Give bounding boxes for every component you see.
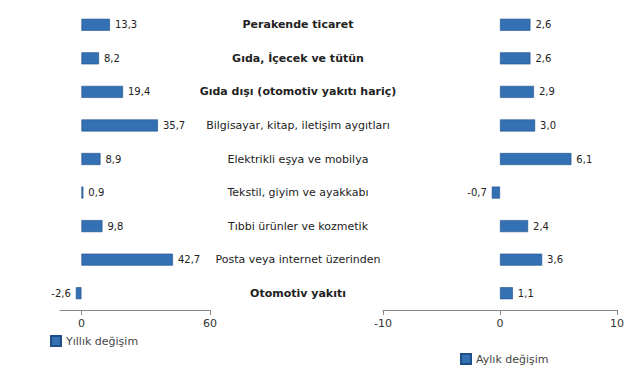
svg-text:Otomotiv yakıtı: Otomotiv yakıtı: [250, 287, 346, 300]
svg-text:-2,6: -2,6: [51, 288, 71, 299]
svg-text:Perakende ticaret: Perakende ticaret: [243, 18, 354, 31]
svg-text:-10: -10: [374, 317, 392, 330]
svg-text:6,1: 6,1: [576, 154, 592, 165]
svg-text:0: 0: [78, 317, 85, 330]
svg-text:19,4: 19,4: [128, 86, 150, 97]
svg-text:42,7: 42,7: [178, 254, 200, 265]
svg-text:0,9: 0,9: [88, 187, 104, 198]
svg-text:3,0: 3,0: [540, 120, 556, 131]
svg-text:Yıllık değişim: Yıllık değişim: [65, 335, 138, 348]
svg-text:13,3: 13,3: [115, 19, 137, 30]
svg-text:8,9: 8,9: [106, 154, 122, 165]
svg-text:2,6: 2,6: [535, 53, 551, 64]
svg-text:9,8: 9,8: [107, 221, 123, 232]
svg-text:60: 60: [203, 317, 217, 330]
svg-text:8,2: 8,2: [104, 53, 120, 64]
svg-text:Posta veya internet üzerinden: Posta veya internet üzerinden: [215, 253, 380, 266]
svg-text:0: 0: [497, 317, 504, 330]
svg-text:Tekstil, giyim ve ayakkabı: Tekstil, giyim ve ayakkabı: [226, 186, 368, 199]
svg-text:Bilgisayar, kitap, iletişim ay: Bilgisayar, kitap, iletişim aygıtları: [206, 119, 390, 132]
svg-text:-0,7: -0,7: [467, 187, 487, 198]
svg-text:Tıbbi ürünler ve kozmetik: Tıbbi ürünler ve kozmetik: [227, 220, 369, 233]
svg-text:Gıda dışı (otomotiv yakıtı har: Gıda dışı (otomotiv yakıtı hariç): [200, 85, 397, 98]
svg-text:2,9: 2,9: [539, 86, 555, 97]
svg-text:Aylık değişim: Aylık değişim: [476, 353, 549, 366]
svg-text:2,6: 2,6: [535, 19, 551, 30]
svg-text:2,4: 2,4: [533, 221, 549, 232]
svg-text:35,7: 35,7: [163, 120, 185, 131]
svg-text:Elektrikli eşya ve mobilya: Elektrikli eşya ve mobilya: [228, 153, 369, 166]
svg-text:1,1: 1,1: [518, 288, 534, 299]
svg-text:Gıda, İçecek ve tütün: Gıda, İçecek ve tütün: [232, 51, 364, 65]
svg-text:3,6: 3,6: [547, 254, 563, 265]
svg-text:10: 10: [610, 317, 624, 330]
